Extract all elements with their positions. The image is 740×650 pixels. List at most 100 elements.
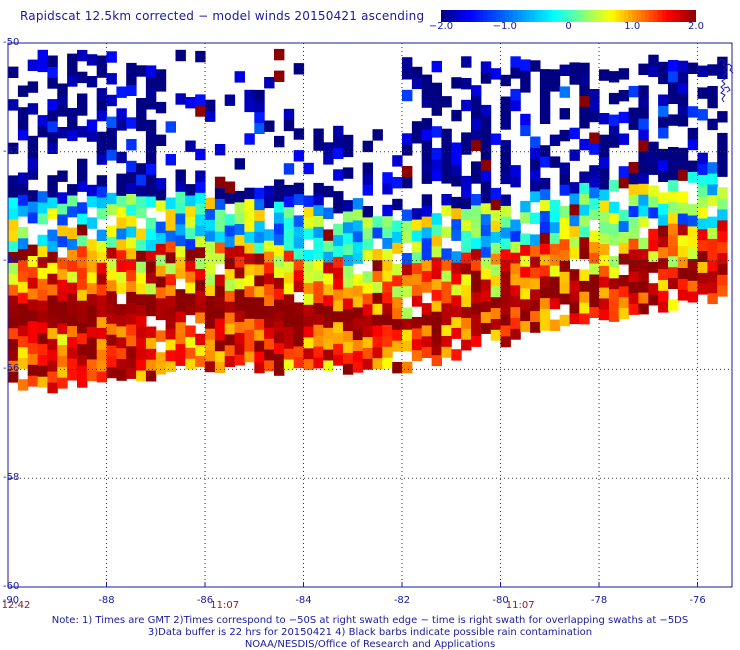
wind-difference-cell (106, 203, 117, 215)
wind-difference-cell (589, 110, 600, 123)
wind-difference-cell (697, 250, 708, 262)
wind-difference-cell (441, 96, 452, 108)
wind-difference-cell (421, 118, 433, 130)
wind-difference-cell (67, 108, 78, 120)
wind-difference-cell (677, 245, 689, 258)
wind-difference-cell (205, 230, 216, 242)
wind-difference-cell (145, 304, 157, 317)
wind-difference-cell (608, 223, 620, 235)
wind-difference-cell (145, 348, 157, 360)
wind-difference-cell (579, 313, 590, 325)
wind-difference-cell (195, 301, 206, 313)
wind-difference-cell (668, 234, 679, 246)
wind-difference-cell (165, 208, 176, 220)
wind-difference-cell (165, 251, 176, 264)
wind-difference-cell (510, 328, 521, 340)
wind-difference-cell (244, 231, 255, 243)
wind-difference-cell (274, 233, 285, 246)
wind-difference-cell (96, 175, 108, 187)
wind-difference-cell (293, 237, 305, 249)
wind-difference-cell (205, 360, 216, 373)
wind-difference-cell (431, 104, 442, 116)
wind-difference-cell (274, 288, 285, 300)
wind-difference-cell (421, 216, 433, 228)
wind-difference-cell (500, 194, 511, 206)
wind-difference-cell (17, 248, 29, 261)
wind-difference-cell (471, 324, 482, 336)
wind-difference-cell (234, 310, 245, 322)
wind-difference-cell (697, 65, 708, 77)
wind-difference-cell (490, 264, 502, 276)
wind-difference-cell (569, 225, 580, 237)
wind-difference-cell (559, 216, 570, 229)
wind-difference-cell (274, 70, 285, 82)
wind-difference-cell (77, 234, 88, 247)
wind-difference-cell (392, 296, 403, 309)
wind-difference-cell (648, 185, 659, 197)
wind-difference-cell (293, 345, 305, 358)
wind-difference-cell (362, 206, 373, 218)
wind-difference-cell (274, 364, 285, 376)
wind-difference-cell (165, 219, 176, 231)
wind-difference-cell (362, 162, 373, 174)
wind-difference-cell (392, 340, 403, 352)
wind-difference-cell (638, 161, 649, 173)
wind-difference-cell (175, 180, 186, 192)
colorbar-segment (483, 10, 489, 22)
wind-difference-cell (628, 292, 639, 304)
wind-difference-cell (77, 289, 88, 301)
wind-difference-cell (421, 205, 433, 217)
wind-difference-cell (313, 215, 324, 227)
wind-difference-cell (145, 272, 157, 284)
x-tick-label: -80 (492, 595, 509, 606)
wind-difference-cell (697, 283, 708, 295)
wind-difference-cell (411, 66, 423, 79)
wind-difference-cell (342, 200, 354, 212)
wind-difference-cell (224, 214, 236, 226)
wind-difference-cell (145, 152, 157, 164)
wind-difference-cell (352, 350, 364, 362)
wind-difference-cell (155, 101, 167, 114)
wind-difference-cell (323, 153, 334, 165)
wind-difference-cell (490, 329, 502, 341)
wind-difference-cell (471, 270, 482, 282)
wind-difference-cell (608, 114, 620, 126)
wind-difference-cell (638, 205, 649, 217)
wind-difference-cell (471, 215, 482, 228)
wind-difference-cell (530, 245, 541, 257)
wind-difference-cell (677, 234, 689, 247)
wind-difference-cell (175, 256, 186, 268)
wind-difference-cell (47, 186, 58, 198)
wind-difference-cell (668, 60, 679, 72)
wind-difference-cell (461, 284, 472, 297)
wind-difference-cell (530, 321, 541, 333)
wind-difference-cell (421, 237, 433, 250)
wind-difference-cell (599, 297, 610, 310)
wind-difference-cell (599, 200, 610, 212)
wind-difference-cell (274, 135, 285, 148)
wind-difference-cell (195, 312, 206, 324)
wind-difference-cell (145, 185, 157, 197)
wind-difference-cell (224, 323, 236, 335)
wind-difference-cell (530, 234, 541, 246)
wind-difference-cell (47, 55, 58, 67)
wind-difference-cell (658, 61, 669, 74)
wind-difference-cell (283, 119, 295, 132)
wind-difference-cell (520, 81, 531, 93)
wind-difference-cell (687, 291, 699, 303)
wind-difference-cell (224, 94, 236, 106)
wind-difference-cell (283, 108, 295, 121)
wind-difference-cell (549, 134, 561, 146)
wind-difference-cell (530, 169, 541, 181)
colorbar-tick-label: −2.0 (428, 21, 454, 32)
wind-difference-cell (589, 132, 600, 144)
colorbar-tick-label: −1.0 (492, 21, 517, 32)
wind-difference-cell (431, 332, 442, 345)
wind-difference-cell (461, 317, 472, 329)
wind-difference-cell (126, 280, 137, 292)
wind-difference-cell (234, 71, 245, 83)
wind-difference-cell (431, 300, 442, 312)
colorbar-segment (479, 10, 485, 22)
wind-difference-cell (431, 256, 442, 269)
wind-difference-cell (668, 299, 679, 311)
